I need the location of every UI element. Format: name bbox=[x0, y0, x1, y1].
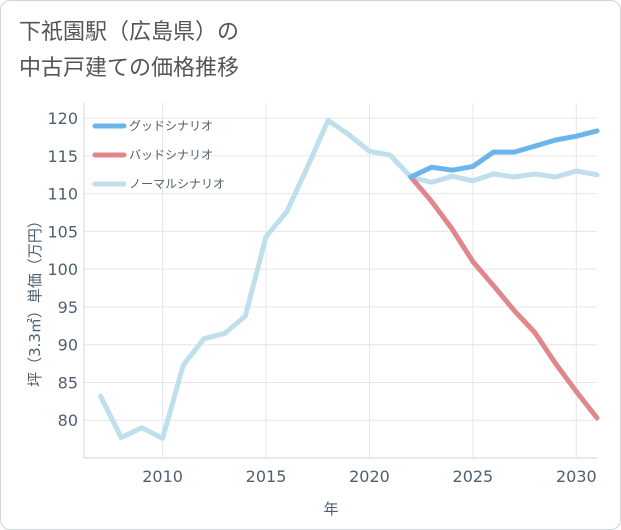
chart-title-line-2: 中古戸建ての価格推移 bbox=[19, 56, 240, 81]
legend-label: グッドシナリオ bbox=[129, 119, 213, 133]
y-tick-label: 115 bbox=[47, 147, 78, 166]
series-line bbox=[408, 174, 600, 421]
y-tick-label: 80 bbox=[58, 411, 78, 430]
chart-grid bbox=[84, 103, 597, 458]
x-tick-label: 2020 bbox=[349, 467, 390, 486]
y-tick-label: 100 bbox=[47, 260, 78, 279]
x-tick-label: 2010 bbox=[142, 467, 183, 486]
y-axis-ticks: 80 85 90 95 100 105 110 115 120 bbox=[47, 109, 78, 430]
chart-title-line-1: 下祇園駅（広島県）の bbox=[19, 20, 240, 45]
y-tick-label: 120 bbox=[47, 109, 78, 128]
y-tick-label: 110 bbox=[47, 185, 78, 204]
x-tick-label: 2015 bbox=[246, 467, 287, 486]
chart-series bbox=[98, 117, 600, 441]
legend-label: バッドシナリオ bbox=[129, 148, 213, 162]
series-line bbox=[98, 117, 600, 441]
y-tick-label: 95 bbox=[58, 298, 78, 317]
x-axis-ticks: 2010 2015 2020 2025 2030 bbox=[142, 467, 596, 486]
chart-axes bbox=[83, 103, 597, 459]
y-tick-label: 85 bbox=[58, 373, 78, 392]
y-tick-label: 90 bbox=[58, 336, 78, 355]
x-tick-label: 2025 bbox=[453, 467, 494, 486]
chart-title: 下祇園駅（広島県）の 中古戸建ての価格推移 bbox=[19, 15, 239, 87]
y-tick-label: 105 bbox=[47, 222, 78, 241]
x-tick-label: 2030 bbox=[556, 467, 597, 486]
series-line bbox=[408, 128, 600, 180]
x-axis-title: 年 bbox=[323, 500, 338, 518]
legend-label: ノーマルシナリオ bbox=[129, 177, 225, 191]
y-axis-title: 坪（3.3㎡）単価（万円） bbox=[26, 213, 44, 387]
